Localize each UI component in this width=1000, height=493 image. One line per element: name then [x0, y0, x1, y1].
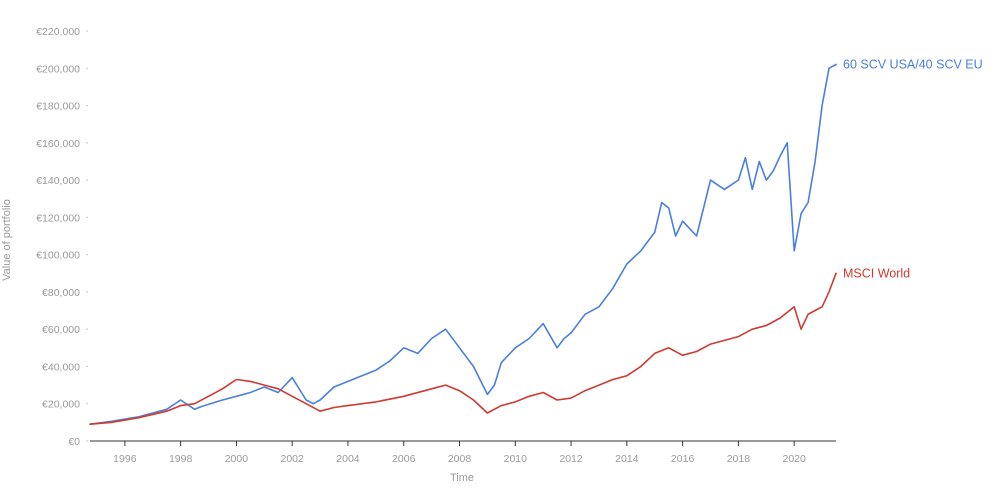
series-label-0: 60 SCV USA/40 SCV EU	[843, 58, 983, 72]
series-label-1: MSCI World	[843, 266, 910, 280]
y-tick-label: €20,000	[42, 399, 80, 411]
x-tick-label: 2010	[504, 453, 528, 465]
y-axis-ticks: €0 €20,000 €40,000 €60,000 €80,000 €100,000 €1…	[36, 26, 88, 448]
x-tick-label: 2016	[671, 453, 695, 465]
x-tick-label: 2018	[727, 453, 751, 465]
y-tick-label: €60,000	[42, 324, 80, 336]
y-tick-label: €120,000	[36, 212, 80, 224]
x-axis-title: Time	[450, 472, 474, 484]
y-tick-label: €140,000	[36, 175, 80, 187]
series-line-1	[89, 272, 837, 425]
x-tick-label: 1998	[169, 453, 193, 465]
x-tick-label: 2004	[336, 453, 360, 465]
y-tick-label: €80,000	[42, 287, 80, 299]
y-tick-label: €180,000	[36, 101, 80, 113]
series-labels: 60 SCV USA/40 SCV EU MSCI World	[843, 58, 983, 281]
y-tick-label: €200,000	[36, 63, 80, 75]
y-axis-title: Value of portfolio	[1, 199, 13, 281]
x-tick-label: 2020	[782, 453, 806, 465]
x-tick-label: 2006	[392, 453, 416, 465]
y-tick-label: €220,000	[36, 26, 80, 38]
x-tick-label: 2000	[225, 453, 249, 465]
y-tick-label: €40,000	[42, 361, 80, 373]
x-tick-label: 1996	[113, 453, 137, 465]
y-tick-label: €100,000	[36, 250, 80, 262]
y-tick-label: €160,000	[36, 138, 80, 150]
series-layer	[89, 63, 837, 425]
series-line-0	[89, 63, 837, 425]
y-tick-label: €0	[68, 436, 80, 448]
x-tick-label: 2002	[281, 453, 305, 465]
x-tick-label: 2008	[448, 453, 472, 465]
x-tick-label: 2012	[559, 453, 583, 465]
x-axis-ticks: 1996 1998 2000 2002 2004 2006 2008 2010 2012 2014…	[90, 440, 836, 465]
x-tick-label: 2014	[615, 453, 639, 465]
